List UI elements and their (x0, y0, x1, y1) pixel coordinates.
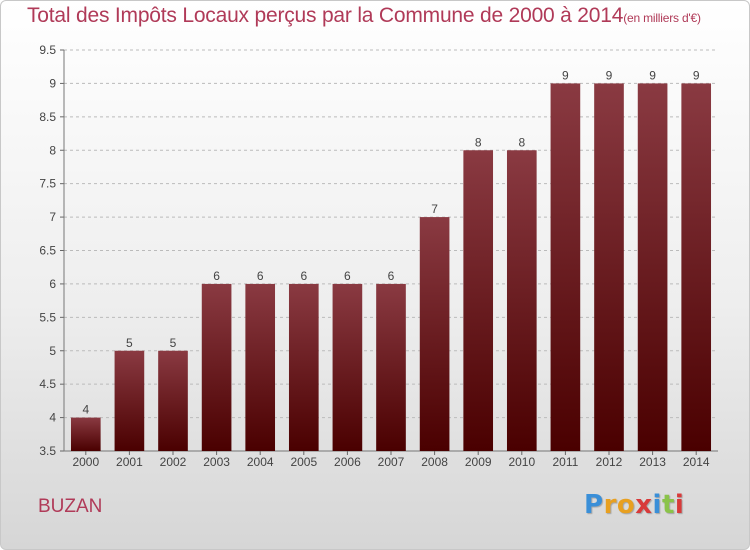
y-tick-label: 7 (49, 210, 56, 224)
logo-letter: r (603, 490, 617, 520)
y-tick-label: 3.5 (39, 444, 56, 458)
data-label: 9 (606, 68, 613, 82)
data-label: 7 (431, 202, 438, 216)
logo-letter: x (635, 490, 653, 520)
data-label: 4 (82, 403, 89, 417)
data-label: 6 (344, 269, 351, 283)
bar (70, 417, 101, 451)
x-tick-label: 2008 (421, 455, 448, 469)
bar (681, 83, 712, 452)
bar (637, 83, 668, 452)
y-tick-label: 6.5 (39, 244, 56, 258)
chart-title-text: Total des Impôts Locaux perçus par la Co… (27, 4, 624, 27)
y-tick-label: 9.5 (39, 43, 56, 57)
data-label: 6 (257, 269, 264, 283)
bar (506, 150, 537, 451)
commune-name: BUZAN (38, 496, 103, 517)
x-tick-label: 2012 (596, 455, 623, 469)
data-label: 9 (562, 68, 569, 82)
y-tick-label: 6 (49, 277, 56, 291)
data-label: 9 (649, 68, 656, 82)
y-tick-label: 8 (49, 143, 56, 157)
x-tick-label: 2007 (378, 455, 405, 469)
x-tick-label: 2000 (72, 455, 99, 469)
data-label: 9 (693, 68, 700, 82)
bar (550, 83, 581, 452)
data-label: 5 (170, 336, 177, 350)
x-tick-label: 2005 (290, 455, 317, 469)
data-label: 6 (213, 269, 220, 283)
x-tick-label: 2006 (334, 455, 361, 469)
data-label: 5 (126, 336, 133, 350)
y-tick-label: 4 (49, 411, 56, 425)
x-tick-label: 2011 (552, 455, 578, 469)
data-label: 6 (300, 269, 307, 283)
x-tick-label: 2001 (116, 455, 143, 469)
data-labels: 4 5 5 6 6 6 6 6 7 8 8 9 9 9 9 (82, 68, 699, 416)
bars (70, 83, 712, 452)
x-tick-label: 2014 (683, 455, 710, 469)
bar (419, 217, 450, 451)
y-tick-label: 4.5 (39, 377, 56, 391)
logo-letter: i (674, 490, 685, 520)
x-tick-label: 2004 (247, 455, 274, 469)
bar (158, 350, 188, 451)
bar (288, 283, 319, 451)
data-label: 8 (475, 135, 482, 149)
x-tick-label: 2002 (160, 455, 187, 469)
bar (594, 83, 624, 452)
y-tick-label: 5.5 (39, 310, 56, 324)
bar (201, 283, 232, 451)
data-label: 8 (518, 135, 525, 149)
x-tick-label: 2003 (203, 455, 230, 469)
logo-letter: i (652, 490, 662, 520)
x-tick-label: 2013 (639, 455, 666, 469)
logo-letter: o (616, 490, 636, 520)
proxiti-logo: Proxiti (584, 490, 684, 520)
logo-letter: P (584, 490, 604, 520)
y-tick-label: 7.5 (39, 177, 56, 191)
y-tick-label: 5 (49, 344, 56, 358)
chart-title: Total des Impôts Locaux perçus par la Co… (27, 4, 701, 28)
bar (463, 150, 494, 451)
bar (114, 350, 145, 451)
x-tick-label: 2009 (465, 455, 492, 469)
y-tick-label: 9 (49, 76, 56, 90)
data-label: 6 (388, 269, 395, 283)
logo-letter: t (661, 490, 675, 520)
bar (332, 283, 363, 451)
unit-note: (en milliers d'€) (623, 11, 701, 25)
y-tick-label: 8.5 (39, 110, 56, 124)
x-tick-label: 2010 (508, 455, 535, 469)
bar (245, 283, 276, 451)
bar (376, 283, 406, 451)
